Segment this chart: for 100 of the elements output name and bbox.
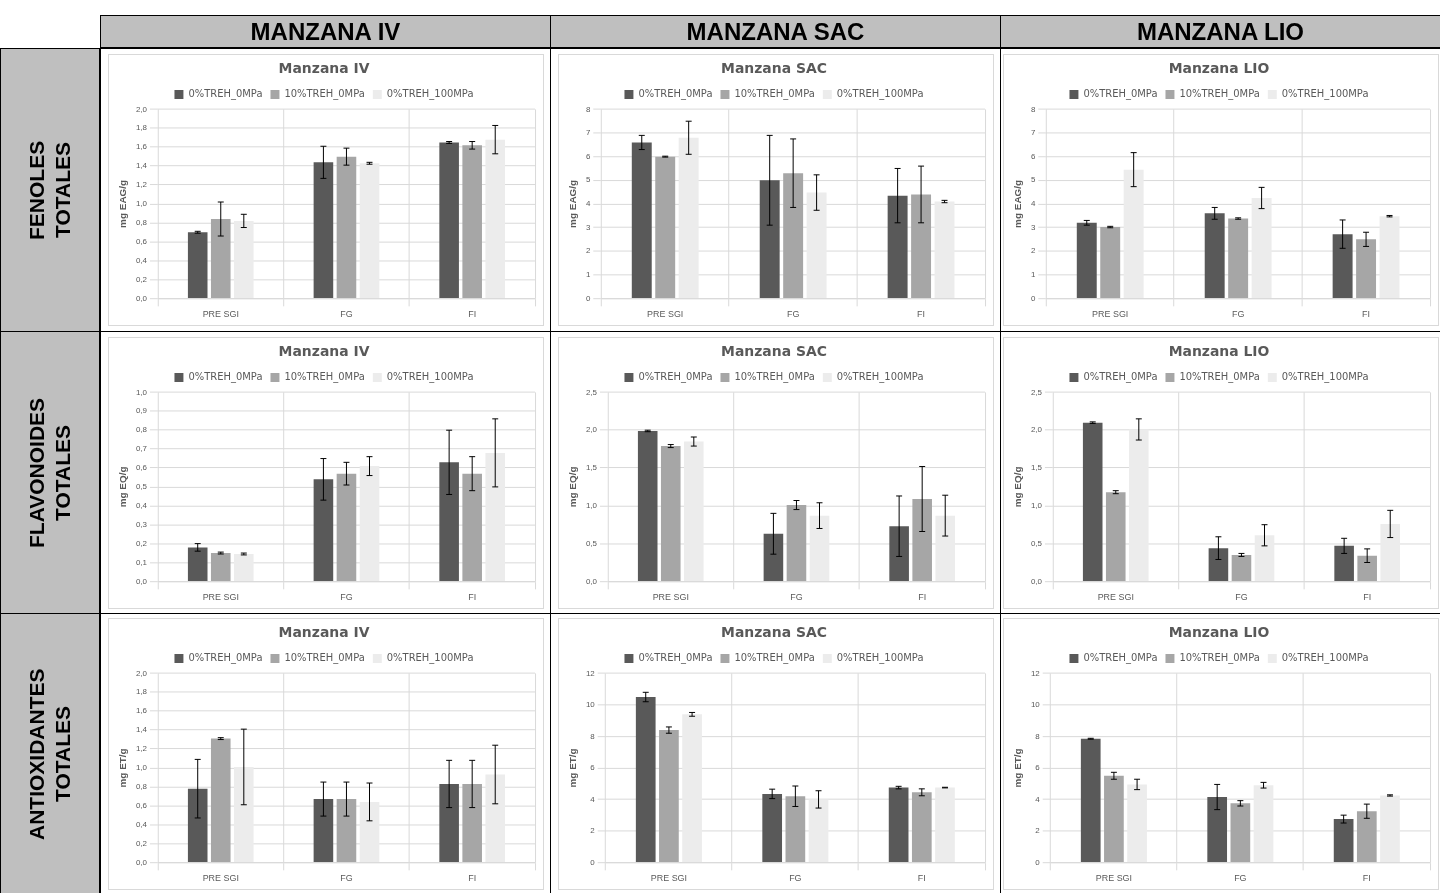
bar (187, 546, 207, 581)
bar (683, 441, 704, 581)
x-tick-label: PRE SGI (202, 591, 239, 602)
bar (631, 142, 652, 298)
x-tick-label: FG (339, 309, 353, 320)
bar (782, 173, 803, 298)
y-axis-title: mg EQ/g (566, 466, 578, 507)
legend-label: 0%TREH_0MPa (1082, 651, 1158, 664)
bar (461, 145, 482, 298)
legend-label: 0%TREH_100MPa (386, 370, 474, 383)
bar (1254, 534, 1274, 581)
bar (1076, 222, 1097, 298)
legend-label: 10%TREH_0MPa (283, 651, 365, 664)
bar (461, 783, 482, 862)
bar (1206, 796, 1227, 862)
legend-label: 0%TREH_0MPa (1082, 88, 1158, 101)
bar (484, 774, 505, 862)
x-tick-label: FG (1234, 591, 1248, 602)
bar (1333, 545, 1354, 581)
chart-title: Manzana IV (278, 59, 370, 76)
bar (637, 430, 657, 581)
bar (808, 798, 828, 862)
x-tick-label: PRE SGI (652, 591, 689, 602)
x-tick-label: FI (917, 591, 926, 602)
bar (484, 139, 505, 298)
chart-title: Manzana SAC (720, 342, 827, 359)
bar (910, 194, 931, 298)
chart-title: Manzana LIO (1168, 342, 1270, 359)
bar (1332, 234, 1353, 298)
y-axis-title: mg EQ/g (116, 466, 128, 507)
bar (438, 142, 459, 298)
bar (210, 552, 231, 581)
bar (210, 219, 231, 298)
category-label: MANZANA LIO (1000, 15, 1440, 48)
legend-label: 0%TREH_0MPa (637, 651, 713, 664)
bar (1227, 218, 1248, 298)
x-tick-label: PRE SGI (202, 872, 239, 883)
category-label: FENOLES TOTALES (25, 140, 74, 240)
legend-label: 0%TREH_0MPa (187, 651, 263, 664)
bar (1379, 523, 1400, 581)
chart-title: Manzana LIO (1168, 623, 1270, 640)
legend-label: 0%TREH_100MPa (836, 651, 924, 664)
chart-title: Manzana LIO (1168, 59, 1270, 76)
bar (187, 788, 207, 862)
bar (313, 162, 333, 298)
bar (438, 461, 459, 581)
bar (761, 793, 782, 862)
bar (1204, 213, 1225, 298)
bar (809, 515, 829, 581)
bar (911, 791, 932, 862)
y-axis-title: mg ET/g (1011, 747, 1023, 787)
bar (1231, 554, 1251, 581)
legend-label: 0%TREH_0MPa (637, 370, 713, 383)
bar (785, 795, 805, 862)
y-axis-title: mg ET/g (566, 747, 578, 787)
bar (934, 515, 955, 581)
x-tick-label: FI (916, 309, 925, 320)
y-axis-title: mg EAG/g (116, 179, 128, 228)
bar (786, 504, 806, 581)
bar (934, 787, 955, 862)
x-tick-label: PRE SGI (1091, 309, 1128, 320)
legend-label: 0%TREH_100MPa (386, 651, 474, 664)
legend-label: 10%TREH_0MPa (733, 651, 815, 664)
bar (681, 713, 702, 862)
bar (233, 553, 254, 581)
chart-title: Manzana IV (278, 623, 370, 640)
legend-label: 0%TREH_0MPa (187, 88, 263, 101)
bar (678, 137, 699, 298)
x-tick-label: FI (467, 872, 476, 883)
x-tick-label: FI (1362, 872, 1371, 883)
bar (1126, 783, 1147, 862)
x-tick-label: FG (1231, 309, 1244, 320)
x-tick-label: FI (467, 591, 476, 602)
y-axis-title: mg EQ/g (1011, 466, 1023, 507)
bar (438, 783, 459, 862)
legend-label: 0%TREH_100MPa (1281, 651, 1369, 664)
y-axis-title: mg EAG/g (566, 179, 578, 228)
bar (187, 232, 207, 298)
legend-label: 10%TREH_0MPa (1178, 370, 1260, 383)
legend-label: 0%TREH_100MPa (836, 370, 924, 383)
bar (1356, 810, 1377, 862)
bar (1080, 738, 1101, 862)
legend-label: 10%TREH_0MPa (283, 370, 365, 383)
bar (654, 156, 675, 298)
category-label: MANZANA SAC (550, 15, 1001, 48)
x-tick-label: FI (467, 309, 476, 320)
chart-title: Manzana SAC (720, 59, 827, 76)
bar (911, 498, 932, 581)
category-label: FLAVONOIDES TOTALES (25, 397, 74, 548)
bar (1333, 818, 1353, 862)
bar (1253, 784, 1273, 862)
bar (313, 478, 333, 581)
bar (461, 473, 482, 581)
bar (313, 798, 333, 862)
x-tick-label: FG (1233, 872, 1247, 883)
legend-label: 0%TREH_100MPa (836, 88, 924, 101)
legend-label: 0%TREH_0MPa (637, 88, 713, 101)
x-tick-label: FI (1362, 591, 1371, 602)
bar (888, 525, 909, 581)
bar (1251, 197, 1272, 298)
